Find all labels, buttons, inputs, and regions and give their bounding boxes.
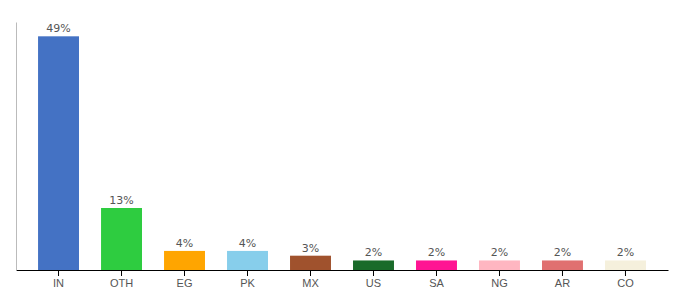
x-tick-mark [373, 270, 374, 276]
x-tick-label: OTH [110, 277, 133, 289]
x-tick-mark [562, 270, 563, 276]
data-label: 2% [428, 246, 445, 259]
bar [290, 256, 331, 270]
data-label: 49% [46, 22, 70, 35]
bar [542, 260, 583, 270]
x-tick: AR [555, 270, 570, 289]
x-tick: EG [177, 270, 193, 289]
x-tick: CO [617, 270, 634, 289]
x-tick-mark [310, 270, 311, 276]
data-label: 4% [176, 237, 193, 250]
data-label: 2% [617, 246, 634, 259]
x-tick-label: PK [240, 277, 255, 289]
bar [164, 251, 205, 270]
x-tick-label: NG [491, 277, 508, 289]
bar [605, 260, 646, 270]
x-tick: MX [302, 270, 319, 289]
x-tick-mark [184, 270, 185, 276]
x-tick-label: IN [53, 277, 64, 289]
data-label: 2% [554, 246, 571, 259]
x-tick-mark [436, 270, 437, 276]
data-labels: 49% 13% 4% 4% 3% 2% 2% 2% 2% 2% [46, 22, 634, 259]
bar [38, 36, 79, 270]
data-label: 4% [239, 237, 256, 250]
x-tick-label: CO [617, 277, 634, 289]
x-tick: NG [491, 270, 508, 289]
x-tick-mark [58, 270, 59, 276]
y-axis [16, 23, 17, 271]
x-tick: US [366, 270, 381, 289]
data-label: 2% [365, 246, 382, 259]
data-label: 13% [109, 194, 133, 207]
bar [101, 208, 142, 270]
data-label: 2% [491, 246, 508, 259]
x-tick: SA [429, 270, 444, 289]
x-tick: OTH [110, 270, 133, 289]
x-tick-mark [247, 270, 248, 276]
x-tick-label: US [366, 277, 381, 289]
x-tick-label: SA [429, 277, 444, 289]
bars [38, 36, 646, 270]
x-tick-label: EG [177, 277, 193, 289]
x-tick: IN [53, 270, 64, 289]
x-tick-label: MX [302, 277, 319, 289]
x-axis-line [17, 270, 669, 271]
data-label: 3% [302, 242, 319, 255]
y-axis-line [16, 23, 17, 271]
bar [416, 260, 457, 270]
plot: IN OTH EG PK MX US SA NG AR CO 49% 13% 4% 4% 3% 2% 2% 2% 2… [17, 22, 669, 289]
x-tick-mark [499, 270, 500, 276]
bar [479, 260, 520, 270]
chart: IN OTH EG PK MX US SA NG AR CO 49% 13% 4% 4% 3% 2% 2% 2% 2… [0, 0, 680, 300]
x-tick-mark [625, 270, 626, 276]
x-tick-mark [121, 270, 122, 276]
x-tick-label: AR [555, 277, 570, 289]
bar [227, 251, 268, 270]
x-tick: PK [240, 270, 255, 289]
x-axis: IN OTH EG PK MX US SA NG AR CO [17, 270, 669, 289]
bar [353, 260, 394, 270]
